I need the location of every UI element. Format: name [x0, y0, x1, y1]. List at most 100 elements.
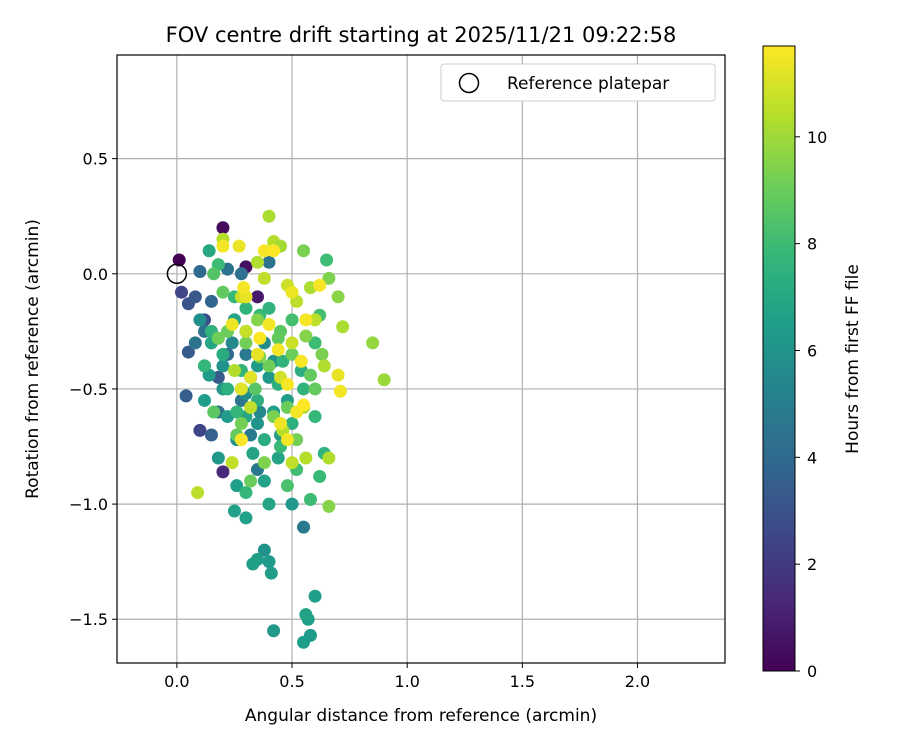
colorbar-tick-label: 8: [807, 235, 817, 254]
data-point: [216, 465, 230, 479]
legend-marker-reference: [458, 72, 480, 94]
data-point: [216, 221, 230, 235]
data-point: [239, 486, 253, 500]
colorbar-tick-label: 0: [807, 662, 817, 681]
data-point: [239, 301, 253, 315]
data-point: [285, 285, 299, 299]
y-tick-label: −0.5: [69, 380, 108, 399]
data-point: [216, 285, 230, 299]
y-axis-label: Rotation from reference (arcmin): [23, 219, 43, 499]
data-point: [271, 331, 285, 345]
data-point: [262, 497, 276, 511]
colorbar-bar: [762, 45, 796, 672]
data-point: [191, 486, 205, 500]
data-point: [308, 336, 322, 350]
data-point: [211, 331, 225, 345]
data-point: [239, 347, 253, 361]
data-point: [234, 382, 248, 396]
data-point: [216, 347, 230, 361]
data-point: [198, 393, 212, 407]
data-point: [244, 474, 258, 488]
y-axis-ticks: 0.5 0.0 −0.5 −1.0 −1.5: [69, 150, 117, 629]
data-point: [250, 347, 264, 361]
data-point: [262, 555, 276, 569]
data-point: [297, 244, 311, 258]
data-point: [181, 345, 195, 359]
data-point: [315, 347, 329, 361]
data-point: [232, 239, 246, 253]
colorbar-tick-label: 4: [807, 448, 817, 467]
data-point: [271, 343, 285, 357]
x-tick-label: 0.5: [279, 672, 304, 691]
data-point: [366, 336, 380, 350]
data-point: [322, 499, 336, 513]
data-point: [250, 255, 264, 269]
data-point: [179, 389, 193, 403]
data-point: [225, 336, 239, 350]
data-point: [336, 320, 350, 334]
data-point: [207, 267, 221, 281]
data-point: [257, 456, 271, 470]
data-point: [227, 504, 241, 518]
data-point: [303, 368, 317, 382]
data-point: [198, 359, 212, 373]
colorbar-label: Hours from first FF file: [843, 264, 863, 454]
data-point: [257, 474, 271, 488]
data-point: [297, 520, 311, 534]
data-point: [280, 377, 294, 391]
data-point: [174, 285, 188, 299]
data-point: [280, 479, 294, 493]
data-point: [193, 264, 207, 278]
data-point: [250, 290, 264, 304]
data-point: [225, 317, 239, 331]
data-point: [257, 244, 271, 258]
data-point: [262, 370, 276, 384]
colorbar-tick-label: 6: [807, 341, 817, 360]
data-point: [230, 479, 244, 493]
data-point: [280, 433, 294, 447]
y-tick-label: 0.5: [83, 150, 108, 169]
data-point: [271, 451, 285, 465]
data-point: [303, 628, 317, 642]
data-point: [257, 271, 271, 285]
data-point: [285, 347, 299, 361]
data-point: [276, 354, 290, 368]
data-point: [331, 368, 345, 382]
data-point: [234, 267, 248, 281]
x-tick-label: 1.5: [510, 672, 535, 691]
data-point: [377, 373, 391, 387]
data-point: [313, 278, 327, 292]
data-point: [285, 336, 299, 350]
data-point: [285, 456, 299, 470]
y-tick-label: −1.5: [69, 610, 108, 629]
data-point: [264, 566, 278, 580]
data-point: [294, 354, 308, 368]
data-point: [188, 336, 202, 350]
data-point: [331, 290, 345, 304]
data-point: [234, 416, 248, 430]
scatter-points: [172, 209, 391, 649]
data-point: [303, 492, 317, 506]
data-point: [227, 364, 241, 378]
data-point: [239, 336, 253, 350]
data-point: [225, 456, 239, 470]
data-point: [274, 416, 288, 430]
legend-label-reference: Reference platepar: [507, 74, 669, 94]
data-point: [188, 290, 202, 304]
data-point: [237, 281, 251, 295]
x-tick-label: 2.0: [625, 672, 650, 691]
data-point: [204, 294, 218, 308]
data-point: [285, 497, 299, 511]
data-point: [216, 359, 230, 373]
data-point: [322, 451, 336, 465]
x-tick-label: 1.0: [394, 672, 419, 691]
data-point: [262, 359, 276, 373]
colorbar-tick-label: 2: [807, 555, 817, 574]
data-point: [246, 446, 260, 460]
data-point: [239, 511, 253, 525]
data-point: [193, 313, 207, 327]
data-point: [299, 313, 313, 327]
data-point: [244, 370, 258, 384]
data-point: [308, 410, 322, 424]
